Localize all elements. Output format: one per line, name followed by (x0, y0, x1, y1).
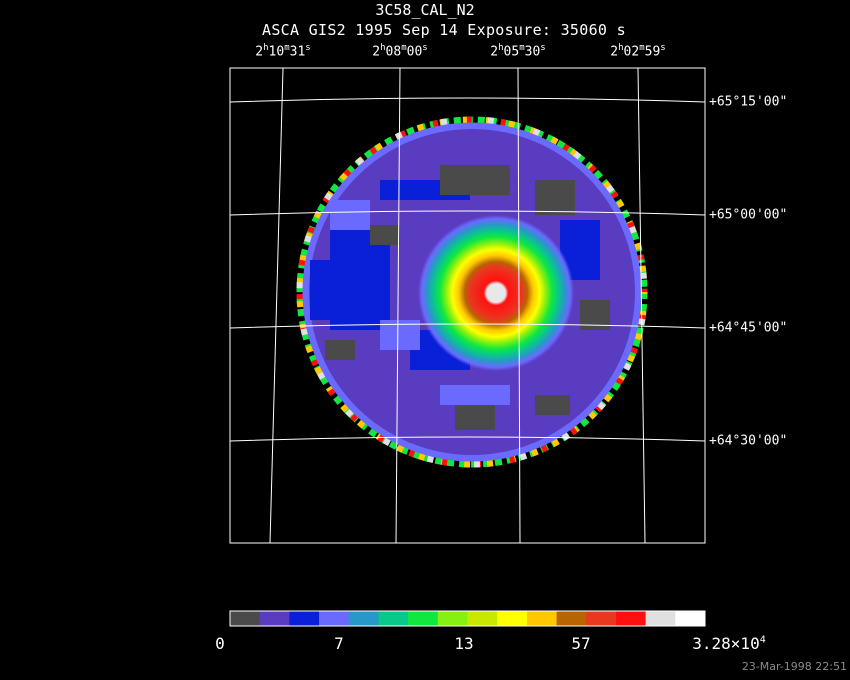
image-frame (229, 67, 706, 544)
dec-label-1: +65°15'00" (709, 94, 788, 110)
colorbar-swatch (230, 611, 261, 626)
colorbar-swatch (348, 611, 379, 626)
colorbar-swatch (437, 611, 468, 626)
colorbar-swatch (675, 611, 706, 626)
dec-gridline-4 (229, 436, 706, 442)
image-title: 3C58_CAL_N2 (375, 1, 475, 19)
colorbar (230, 611, 706, 626)
colorbar-label-3: 13 (454, 634, 474, 653)
ra-label-3: 2h05m30s (490, 43, 546, 60)
colorbar-swatch (319, 611, 350, 626)
ra-label-4: 2h02m59s (610, 43, 666, 60)
observation-subtitle: ASCA GIS2 1995 Sep 14 Exposure: 35060 s (262, 21, 626, 39)
colorbar-frame (229, 610, 706, 627)
colorbar-swatch (259, 611, 290, 626)
ra-gridline-3 (517, 67, 521, 544)
colorbar-swatch (615, 611, 647, 626)
colorbar-swatch (645, 611, 676, 626)
colorbar-swatch (497, 611, 528, 626)
coordinate-grid (229, 67, 706, 544)
colorbar-swatch (586, 611, 617, 626)
dec-gridline-3 (229, 323, 706, 329)
colorbar-swatch (467, 611, 498, 626)
dec-gridline-1 (229, 97, 706, 103)
colorbar-swatch (526, 611, 558, 626)
colorbar-swatch (408, 611, 439, 626)
ra-gridline-2 (395, 67, 401, 544)
colorbar-swatch (289, 611, 320, 626)
ra-gridline-4 (637, 67, 646, 544)
timestamp: 23-Mar-1998 22:51 (741, 660, 847, 673)
colorbar-label-max: 3.28×104 (692, 634, 766, 653)
dec-label-3: +64°45'00" (709, 320, 788, 336)
ra-gridline-1 (269, 67, 284, 544)
ra-label-1: 2h10m31s (255, 43, 311, 60)
colorbar-label-2: 7 (334, 634, 344, 653)
colorbar-swatch (556, 611, 587, 626)
detector-image (296, 116, 648, 468)
colorbar-label-4: 57 (571, 634, 591, 653)
dec-label-2: +65°00'00" (709, 207, 788, 223)
ra-label-2: 2h08m00s (372, 43, 428, 60)
dec-label-4: +64°30'00" (709, 433, 788, 449)
colorbar-swatch (378, 611, 409, 626)
colorbar-label-min: 0 (215, 634, 225, 653)
